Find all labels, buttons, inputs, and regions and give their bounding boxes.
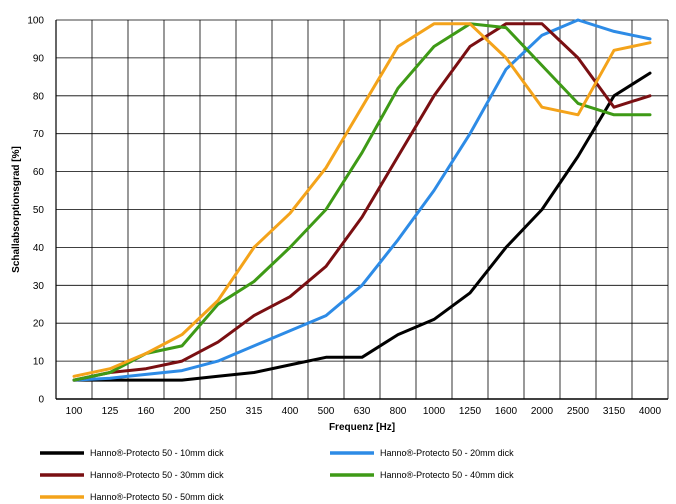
y-tick-label: 80	[33, 91, 45, 102]
x-tick-label: 160	[138, 406, 155, 417]
tick-labels: 0 10 20 30 40 50 60 70 80 90 100 100 125 160 200 250 315…	[27, 16, 661, 418]
y-tick-label: 100	[27, 16, 44, 27]
x-tick-label: 250	[210, 406, 227, 417]
x-axis-title: Frequenz [Hz]	[329, 422, 395, 433]
x-tick-label: 315	[246, 406, 263, 417]
legend: Hanno®-Protecto 50 - 10mm dick Hanno®-Pro…	[40, 448, 514, 502]
x-tick-label: 125	[102, 406, 119, 417]
y-tick-label: 0	[38, 395, 44, 406]
y-tick-label: 40	[33, 243, 45, 254]
legend-item: Hanno®-Protecto 50 - 40mm dick	[330, 470, 514, 480]
legend-label: Hanno®-Protecto 50 - 30mm dick	[90, 470, 224, 480]
x-tick-label: 500	[318, 406, 335, 417]
y-tick-label: 70	[33, 129, 45, 140]
x-tick-label: 4000	[639, 406, 662, 417]
grid	[55, 19, 669, 400]
x-tick-label: 2500	[567, 406, 590, 417]
y-axis-title: Schallabsorptionsgrad [%]	[11, 146, 22, 273]
x-tick-label: 100	[66, 406, 83, 417]
x-tick-label: 2000	[531, 406, 554, 417]
y-tick-label: 50	[33, 205, 45, 216]
series-lines	[72, 18, 652, 382]
x-tick-label: 1250	[459, 406, 482, 417]
y-tick-label: 30	[33, 281, 45, 292]
legend-item: Hanno®-Protecto 50 - 50mm dick	[40, 492, 224, 502]
series-line-1	[72, 71, 652, 382]
series-line-4	[72, 22, 652, 382]
y-tick-label: 20	[33, 319, 45, 330]
legend-item: Hanno®-Protecto 50 - 10mm dick	[40, 448, 224, 458]
legend-item: Hanno®-Protecto 50 - 30mm dick	[40, 470, 224, 480]
series-line-3	[72, 22, 652, 382]
x-tick-label: 800	[390, 406, 407, 417]
legend-label: Hanno®-Protecto 50 - 40mm dick	[380, 470, 514, 480]
x-tick-label: 1000	[423, 406, 446, 417]
legend-item: Hanno®-Protecto 50 - 20mm dick	[330, 448, 514, 458]
x-tick-label: 400	[282, 406, 299, 417]
legend-label: Hanno®-Protecto 50 - 10mm dick	[90, 448, 224, 458]
series-line-5	[72, 22, 652, 378]
x-tick-label: 200	[174, 406, 191, 417]
series-line-2	[72, 18, 652, 382]
y-tick-label: 60	[33, 167, 45, 178]
legend-label: Hanno®-Protecto 50 - 50mm dick	[90, 492, 224, 502]
x-tick-label: 630	[354, 406, 371, 417]
legend-label: Hanno®-Protecto 50 - 20mm dick	[380, 448, 514, 458]
x-tick-label: 1600	[495, 406, 518, 417]
y-tick-label: 10	[33, 357, 45, 368]
x-tick-label: 3150	[603, 406, 626, 417]
y-tick-label: 90	[33, 53, 45, 64]
axes	[55, 20, 668, 400]
